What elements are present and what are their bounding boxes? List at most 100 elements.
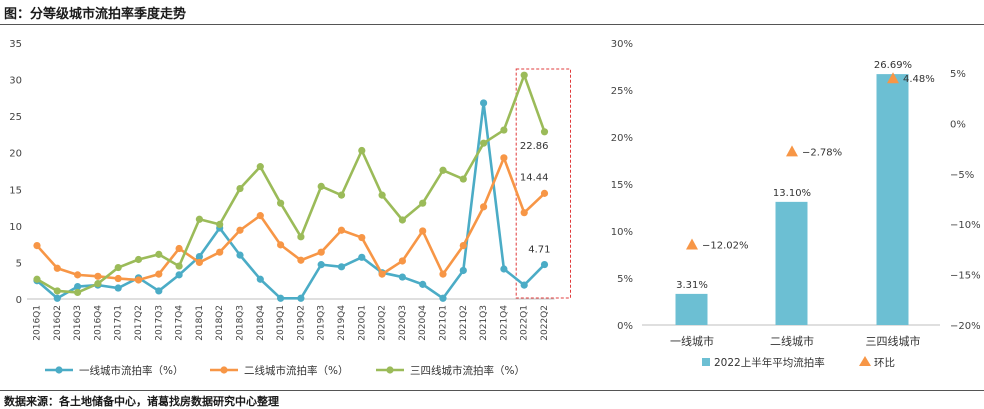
y-tick-label: 15 — [9, 185, 22, 196]
data-label: 14.44 — [520, 172, 549, 183]
x-tick-label: 2018Q1 — [195, 305, 205, 341]
x-tick-label: 2017Q1 — [114, 305, 124, 341]
y-tick-label: 35 — [9, 39, 22, 50]
y-tick-label: 5 — [16, 258, 22, 269]
x-tick-label: 2017Q4 — [175, 305, 185, 341]
series-line — [36, 73, 546, 294]
data-point — [53, 294, 61, 302]
x-tick-label: 2019Q1 — [276, 305, 286, 341]
data-point — [358, 253, 366, 261]
data-point — [459, 266, 467, 275]
data-point — [459, 175, 467, 183]
x-tick-label: 2016Q4 — [93, 305, 103, 341]
y-tick-label: 10% — [611, 227, 633, 238]
data-point — [439, 270, 447, 278]
data-point — [74, 271, 82, 279]
data-point — [195, 258, 203, 267]
bar — [876, 74, 909, 325]
data-label: 22.86 — [520, 141, 549, 152]
data-point — [277, 241, 285, 249]
data-point — [94, 280, 102, 288]
y2-tick-label: −20% — [950, 321, 981, 332]
data-point — [480, 203, 488, 211]
change-marker — [887, 72, 899, 84]
x-tick-label: 2017Q3 — [154, 305, 164, 341]
right-bar-chart: 0% 5% 10% 15% 20% 25% 30% 5% 0% −5% −10% −15% −20% 3.… — [611, 39, 981, 369]
data-point — [114, 263, 122, 272]
x-tick-label: 2019Q2 — [296, 305, 306, 341]
data-point — [317, 182, 325, 190]
x-tick-label: 2020Q3 — [398, 305, 408, 341]
data-point — [155, 250, 163, 258]
change-value-label: 4.48% — [903, 74, 935, 85]
y2-tick-label: −15% — [950, 271, 981, 282]
y-tick-label: 0% — [617, 321, 633, 332]
data-point — [53, 264, 61, 272]
legend-swatch-marker — [55, 366, 63, 374]
x-tick-label: 一线城市 — [670, 334, 714, 348]
data-point — [500, 265, 508, 273]
y2-tick-label: −5% — [950, 170, 974, 181]
x-tick-label: 2022Q1 — [520, 305, 530, 341]
data-point — [256, 163, 264, 171]
data-point — [378, 270, 386, 278]
data-label: 4.71 — [528, 245, 550, 256]
y2-tick-label: 0% — [950, 119, 966, 130]
data-point — [398, 216, 406, 224]
x-tick-label: 二线城市 — [770, 334, 814, 348]
y-tick-label: 20 — [9, 149, 22, 160]
data-point — [175, 244, 183, 253]
x-tick-label: 2019Q4 — [337, 305, 347, 341]
title-divider — [0, 24, 984, 25]
x-tick-label: 2021Q1 — [439, 305, 449, 341]
legend-label: 一线城市流拍率（%） — [79, 364, 183, 377]
x-tick-label: 2019Q3 — [317, 305, 327, 341]
data-point — [439, 166, 447, 174]
x-tick-label: 2020Q4 — [418, 305, 428, 341]
change-marker — [686, 238, 698, 250]
data-point — [419, 280, 427, 288]
data-point — [33, 242, 41, 250]
x-tick-label: 2016Q3 — [73, 305, 83, 341]
change-value-label: −2.78% — [802, 147, 842, 158]
left-line-chart: 0 5 10 15 20 25 30 35 2016Q1 2016Q2 2016Q3 2016Q4 20… — [9, 39, 572, 377]
bar-value-label: 13.10% — [773, 188, 811, 199]
footer-divider — [0, 390, 984, 391]
x-tick-label: 2018Q3 — [236, 305, 246, 341]
x-tick-label: 2021Q4 — [499, 305, 509, 341]
data-point — [439, 294, 447, 302]
legend-label: 二线城市流拍率（%） — [244, 364, 348, 377]
data-point — [500, 154, 508, 162]
data-point — [74, 288, 82, 297]
data-point — [317, 248, 325, 256]
y2-tick-label: 5% — [950, 69, 966, 80]
y-tick-label: 0 — [16, 295, 22, 306]
x-tick-label: 2016Q1 — [33, 305, 43, 341]
change-marker — [786, 145, 798, 157]
data-point — [317, 261, 325, 269]
data-point — [33, 275, 41, 283]
y-tick-label: 25 — [9, 112, 22, 123]
y-tick-label: 5% — [617, 274, 633, 285]
page-title: 图：分等级城市流拍率季度走势 — [4, 7, 187, 22]
data-point — [175, 262, 183, 270]
legend-label: 三四线城市流拍率（%） — [410, 364, 525, 377]
y-tick-label: 30 — [9, 76, 22, 87]
data-point — [195, 215, 203, 223]
source-note: 数据来源：各土地储备中心，诸葛找房数据研究中心整理 — [4, 395, 279, 408]
y-tick-label: 25% — [611, 86, 633, 97]
legend-swatch-marker — [386, 366, 394, 374]
y-tick-label: 20% — [611, 133, 633, 144]
data-point — [114, 284, 122, 292]
data-point — [520, 209, 528, 217]
data-point — [195, 252, 203, 261]
data-point — [155, 270, 163, 278]
data-point — [337, 263, 346, 271]
bar-value-label: 26.69% — [874, 60, 912, 71]
data-point — [459, 242, 467, 250]
data-point — [358, 233, 366, 242]
y-tick-label: 30% — [611, 39, 633, 50]
x-tick-label: 2021Q3 — [479, 305, 489, 341]
data-point — [297, 256, 305, 264]
data-point — [74, 282, 82, 291]
